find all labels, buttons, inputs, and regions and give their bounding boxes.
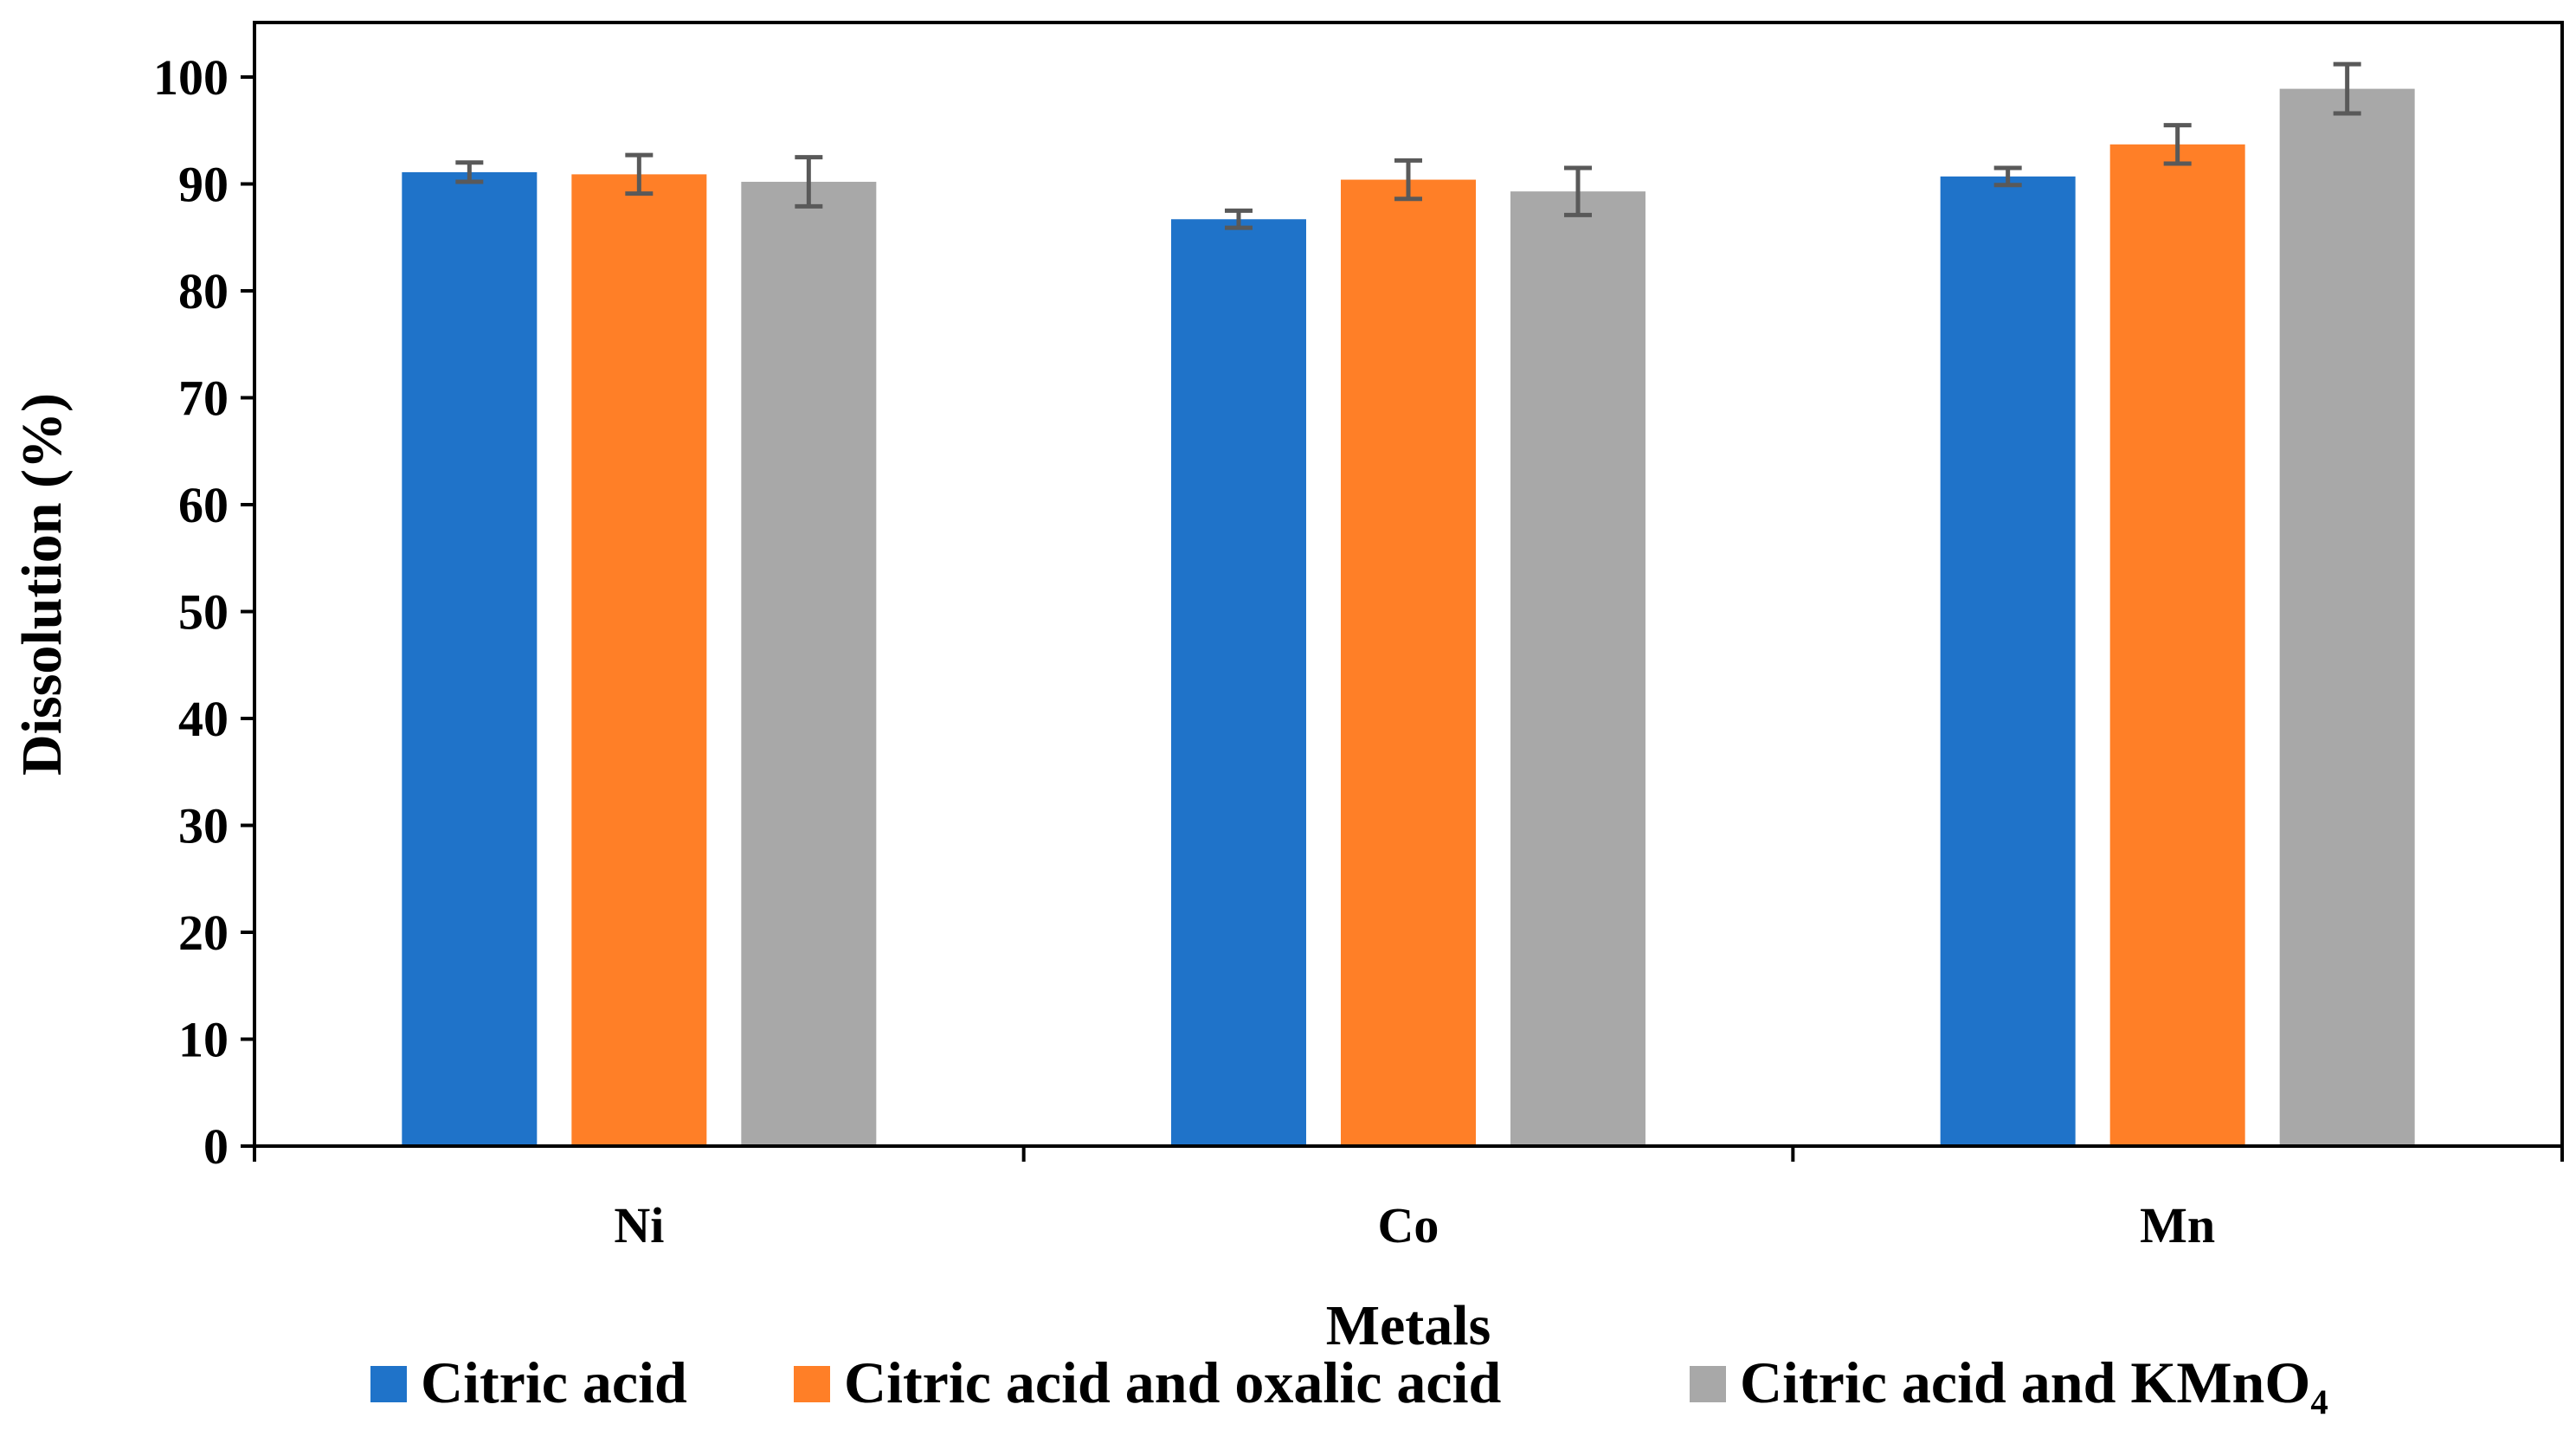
plot-area-frame [253,21,2564,1148]
y-axis-title: Dissolution (%) [10,393,74,776]
y-tick-label: 40 [178,691,229,747]
y-tick-label: 10 [178,1012,229,1068]
y-tick-label: 60 [178,477,229,533]
bar-co-series-3 [1510,191,1645,1144]
y-tick-label: 80 [178,263,229,319]
bar-co-series-2 [1341,179,1476,1144]
legend-swatch [794,1366,830,1402]
y-axis: 0 10 20 30 40 50 60 70 80 90 100 [153,49,254,1175]
bar-ni-series-1 [402,171,538,1144]
bar-series-group [402,88,2415,1145]
x-axis-title: Metals [1326,1294,1491,1357]
legend-swatch [370,1366,407,1402]
bar-mn-series-1 [1940,176,2076,1145]
bar-mn-series-3 [2279,88,2415,1145]
y-tick-label: 20 [178,905,229,961]
y-tick-label: 30 [178,798,229,854]
bar-ni-series-2 [571,174,707,1144]
legend: Citric acid Citric acid and oxalic acid Ci… [370,1350,2328,1415]
legend-label: Citric acid [421,1350,687,1415]
legend-label: Citric acid and KMnO₄ [1740,1350,2328,1415]
y-tick-label: 50 [178,584,229,641]
y-tick-label: 100 [153,49,229,106]
legend-label: Citric acid and oxalic acid [844,1350,1501,1415]
y-tick-label: 70 [178,370,229,427]
y-tick-label: 90 [178,157,229,213]
legend-swatch [1690,1366,1726,1402]
bar-ni-series-3 [741,182,877,1144]
x-tick-label: Ni [614,1197,664,1253]
x-axis: Ni Co Mn [253,1146,2564,1253]
bar-co-series-1 [1171,219,1306,1144]
bar-mn-series-2 [2109,144,2245,1145]
error-bar-group [455,61,2361,230]
y-tick-label: 0 [203,1118,229,1175]
x-tick-label: Mn [2140,1197,2215,1253]
x-tick-label: Co [1378,1197,1439,1253]
